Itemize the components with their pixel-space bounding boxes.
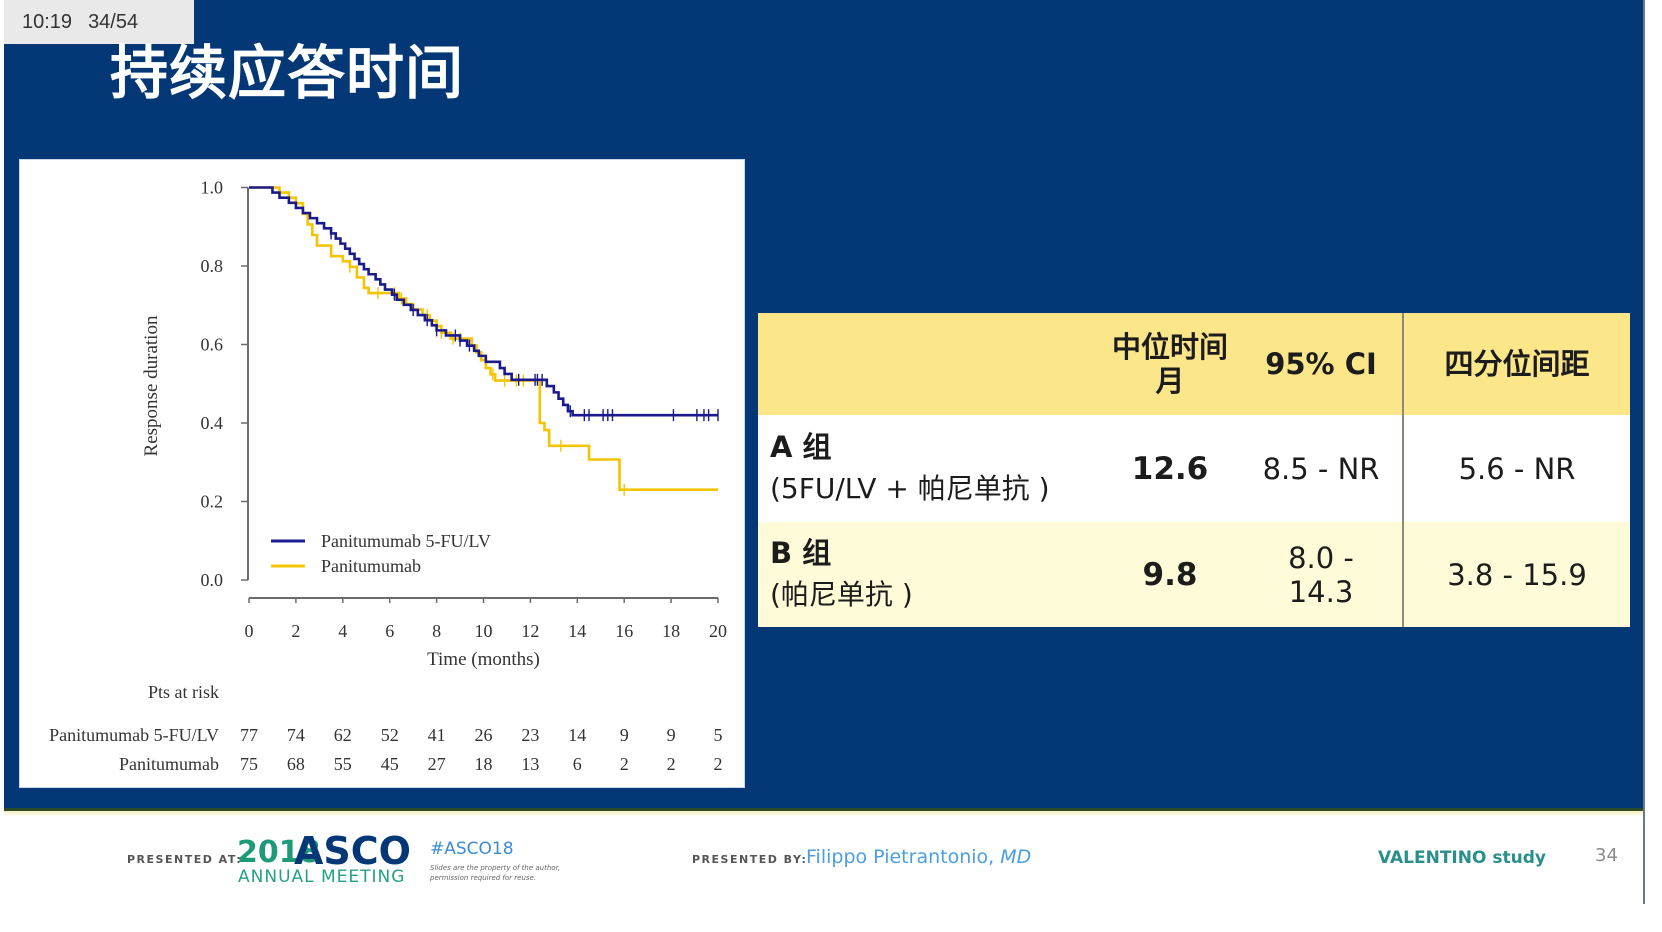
x-tick-label: 8 [432,621,441,641]
asco-logo-name: ASCO [294,829,411,873]
group-description: (帕尼单抗 ) [770,577,913,611]
risk-count: 2 [667,754,676,774]
risk-count: 13 [521,754,539,774]
asco-logo-year: 2018 [237,835,321,870]
header-ci: 95% CI [1240,313,1403,415]
ci-value: 8.0 - 14.3 [1240,522,1403,627]
y-axis-title: Response duration [141,315,162,456]
presented-at-label: PRESENTED AT: [127,853,243,866]
x-tick-label: 2 [291,621,300,641]
km-chart: 0.00.20.40.60.81.00 2 4 6 8 10 12 14 16 18 20Time … [49,178,727,775]
risk-count: 9 [667,725,676,745]
risk-count: 68 [287,754,305,774]
disclaimer: Slides are the property of the author, p… [430,864,561,882]
km-chart-panel: 0.0 0.2 0.4 0.6 0.8 1.0 0 2 4 6 8 10 12 14 16 18 20 Time … [19,159,745,788]
results-table-container: 中位时间 月 95% CI 四分位间距 A 组 (5FU/LV + 帕尼单抗 )… [758,313,1630,627]
x-tick-label: 14 [568,621,586,641]
x-tick-label: 16 [615,621,633,641]
x-tick-label: 6 [385,621,394,641]
risk-count: 74 [287,725,305,745]
chart-axes: 0.0 0.2 0.4 0.6 0.8 1.0 0 2 4 6 8 10 12 14 16 18 20 Time … [141,178,727,671]
y-tick-label: 1.0 [201,178,224,198]
km-curve [249,186,718,492]
group-description: (5FU/LV + 帕尼单抗 ) [770,471,1050,505]
y-tick-label: 0.6 [201,335,224,355]
hashtag: #ASCO18 [430,839,514,859]
x-tick-label: 4 [338,621,347,641]
risk-count: 5 [714,725,723,745]
risk-count: 52 [381,725,399,745]
header-iqr: 四分位间距 [1402,313,1630,415]
risk-row-label: Panitumumab 5-FU/LV [49,725,219,745]
km-curve [249,186,718,417]
x-tick-label: 10 [475,621,493,641]
y-tick-label: 0.0 [201,570,224,590]
group-label-cell: B 组 (帕尼单抗 ) [758,522,1100,627]
header-group [758,313,1100,415]
legend-label: Panitumumab 5-FU/LV [321,531,491,551]
table-row: B 组 (帕尼单抗 ) 9.8 8.0 - 14.3 3.8 - 15.9 [758,522,1630,627]
risk-row-label: Panitumumab [119,754,219,774]
risk-count: 23 [521,725,539,745]
header-median: 中位时间 月 [1100,313,1240,415]
x-tick-label: 0 [245,621,254,641]
page-counter: 34/54 [88,10,139,33]
presenter-name: Filippo Pietrantonio, MD [806,846,1032,868]
risk-count: 18 [475,754,493,774]
table-row: A 组 (5FU/LV + 帕尼单抗 ) 12.6 8.5 - NR 5.6 -… [758,415,1630,522]
viewer-edge-divider [1643,0,1645,904]
risk-table-title: Pts at risk [148,682,219,702]
group-name: B 组 [770,535,832,570]
risk-count: 77 [240,725,258,745]
x-axis-title: Time (months) [427,649,540,670]
clock-time: 10:19 [22,10,73,33]
risk-count: 14 [568,725,586,745]
group-name: A 组 [770,429,832,464]
legend-label: Panitumumab [321,556,421,576]
risk-count: 75 [240,754,258,774]
viewer-status-tab: 10:19 34/54 [4,0,194,44]
risk-count: 27 [428,754,446,774]
study-name: VALENTINO study [1378,848,1546,868]
risk-count: 62 [334,725,352,745]
median-value: 12.6 [1100,415,1240,522]
iqr-value: 5.6 - NR [1402,415,1630,522]
median-value: 9.8 [1100,522,1240,627]
y-tick-label: 0.2 [201,492,224,512]
slide-footer: PRESENTED AT: 2018 ASCO ANNUAL MEETING #… [0,817,1643,907]
risk-count: 45 [381,754,399,774]
risk-count: 26 [475,725,493,745]
ci-value: 8.5 - NR [1240,415,1403,522]
chart-curves [249,186,719,496]
x-tick-label: 20 [709,621,727,641]
y-tick-label: 0.8 [201,256,224,276]
presented-by-label: PRESENTED BY: [692,853,808,866]
chart-legend: Panitumumab 5-FU/LV Panitumumab [271,531,491,576]
slide-bottom-highlight [4,811,1643,817]
results-table: 中位时间 月 95% CI 四分位间距 A 组 (5FU/LV + 帕尼单抗 )… [758,313,1630,627]
x-tick-label: 18 [662,621,680,641]
group-label-cell: A 组 (5FU/LV + 帕尼单抗 ) [758,415,1100,522]
y-tick-label: 0.4 [201,413,224,433]
iqr-value: 3.8 - 15.9 [1402,522,1630,627]
slide-title: 持续应答时间 [110,39,465,107]
asco-logo-meeting: ANNUAL MEETING [238,867,406,887]
risk-count: 9 [620,725,629,745]
risk-count: 41 [428,725,446,745]
risk-count: 6 [573,754,582,774]
risk-count: 2 [714,754,723,774]
page-number: 34 [1595,845,1618,866]
risk-count: 2 [620,754,629,774]
risk-count: 55 [334,754,352,774]
table-header-row: 中位时间 月 95% CI 四分位间距 [758,313,1630,415]
x-tick-label: 12 [521,621,539,641]
